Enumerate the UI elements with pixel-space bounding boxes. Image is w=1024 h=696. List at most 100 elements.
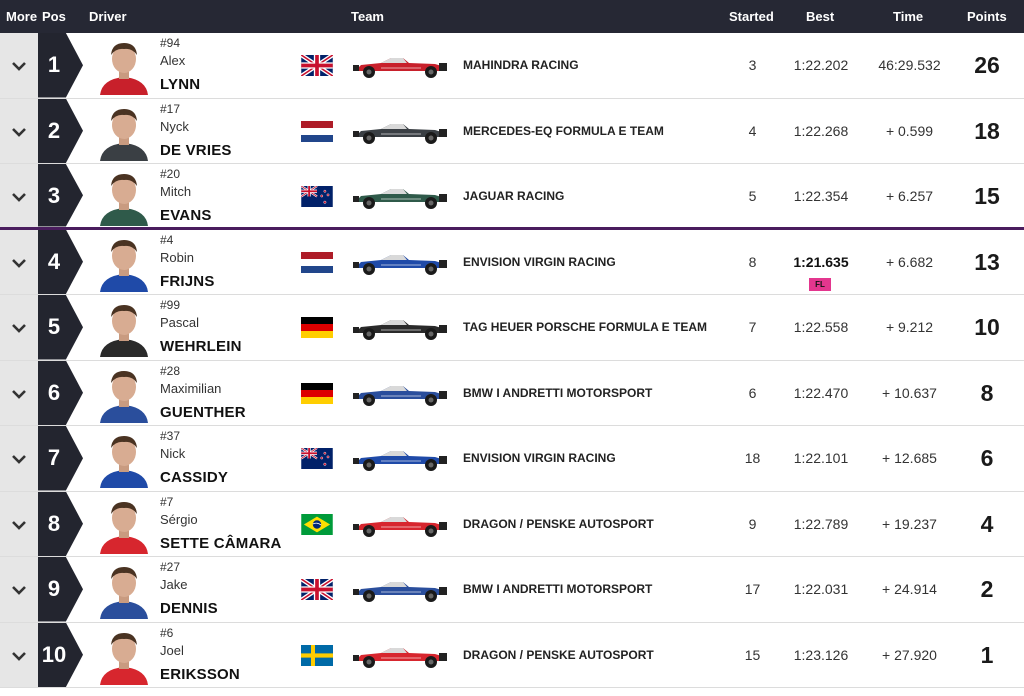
col-points: Points <box>967 9 1007 24</box>
table-row[interactable]: 5 #99 Pascal WEHRLEIN TAG HEUER PORSCHE FORM… <box>0 295 1024 361</box>
position-badge: 8 <box>38 491 83 556</box>
table-row[interactable]: 6 #28 Maximilian GUENTHER BMW I ANDRETTI MOT… <box>0 360 1024 426</box>
table-header: More Pos Driver Team Started Best Time P… <box>0 0 1024 33</box>
position-number: 10 <box>41 641 67 667</box>
points: 10 <box>974 314 1000 340</box>
started-position: 4 <box>748 122 757 139</box>
driver-last-name[interactable]: LYNN <box>160 76 201 93</box>
driver-avatar <box>96 430 152 488</box>
expand-row-button[interactable] <box>0 33 38 98</box>
started-position: 17 <box>744 581 761 597</box>
table-row[interactable]: 10 #6 Joel ERIKSSON DRAGON / PENSKE AUTOSPOR… <box>0 622 1024 688</box>
team-car-image <box>351 446 449 472</box>
points: 1 <box>980 641 994 668</box>
driver-last-name[interactable]: ERIKSSON <box>160 665 240 683</box>
position-number: 4 <box>47 248 61 274</box>
team-name[interactable]: DRAGON / PENSKE AUTOSPORT <box>463 647 654 662</box>
position-number: 5 <box>47 314 61 339</box>
driver-avatar <box>96 496 152 554</box>
driver-last-name[interactable]: SETTE CÂMARA <box>160 534 282 552</box>
points: 15 <box>974 183 1000 209</box>
driver-last-name[interactable]: DENNIS <box>160 600 218 617</box>
driver-last-name[interactable]: DE VRIES <box>160 141 232 159</box>
netherlands-flag <box>301 251 333 273</box>
team-car-image <box>351 53 449 79</box>
race-time: + 27.920 <box>882 646 937 663</box>
uk-flag <box>301 55 333 76</box>
team-name[interactable]: ENVISION VIRGIN RACING <box>463 451 616 465</box>
expand-row-button[interactable] <box>0 557 38 622</box>
driver-last-name[interactable]: CASSIDY <box>160 469 229 486</box>
expand-row-button[interactable] <box>0 360 38 425</box>
started-position: 15 <box>744 646 761 663</box>
started-position: 18 <box>744 450 761 466</box>
chevron-down-icon <box>12 62 26 71</box>
team-name[interactable]: BMW I ANDRETTI MOTORSPORT <box>463 582 653 596</box>
driver-first-name: Nick <box>160 446 186 461</box>
expand-row-button[interactable] <box>0 491 38 556</box>
expand-row-button[interactable] <box>0 98 38 163</box>
expand-row-button[interactable] <box>0 426 38 491</box>
driver-number: #7 <box>160 494 174 509</box>
chevron-down-icon <box>12 193 26 202</box>
driver-avatar <box>96 37 152 95</box>
table-row[interactable]: 9 #27 Jake DENNIS BMW I ANDRETTI MOTORSPORT 1… <box>0 557 1024 623</box>
driver-number: #6 <box>160 625 174 640</box>
fastest-lap-badge: FL <box>809 277 831 291</box>
points: 18 <box>974 117 1000 144</box>
chevron-down-icon <box>12 651 26 661</box>
driver-number: #99 <box>160 298 181 312</box>
position-badge: 9 <box>38 557 83 622</box>
driver-last-name[interactable]: WEHRLEIN <box>160 338 242 355</box>
started-position: 6 <box>748 384 757 401</box>
team-car-image <box>351 512 449 538</box>
table-row[interactable]: 4 #4 Robin FRIJNS ENVISION VIRGIN RACING 8 1:2… <box>0 229 1024 295</box>
table-row[interactable]: 2 #17 Nyck DE VRIES MERCEDES-EQ FORMULA E TE… <box>0 98 1024 164</box>
table-row[interactable]: 7 #37 Nick CASSIDY ENVISION VIRGIN RACING 18 1… <box>0 426 1024 492</box>
team-name[interactable]: BMW I ANDRETTI MOTORSPORT <box>463 385 653 400</box>
expand-row-button[interactable] <box>0 229 38 294</box>
race-time: + 9.212 <box>885 319 934 335</box>
best-lap: 1:21.635 <box>793 253 849 270</box>
expand-row-button[interactable] <box>0 164 38 227</box>
best-lap: 1:22.354 <box>793 188 849 204</box>
driver-last-name[interactable]: EVANS <box>160 207 212 224</box>
driver-first-name: Jake <box>160 577 188 592</box>
position-number: 7 <box>47 445 61 470</box>
driver-last-name[interactable]: FRIJNS <box>160 272 215 290</box>
team-name[interactable]: MAHINDRA RACING <box>463 58 579 72</box>
expand-row-button[interactable] <box>0 295 38 360</box>
driver-number: #20 <box>160 167 181 181</box>
best-lap: 1:22.558 <box>793 319 849 335</box>
table-row[interactable]: 3 #20 Mitch EVANS JAGUAR RACING 5 1:22.354 + 6.… <box>0 164 1024 230</box>
expand-row-button[interactable] <box>0 622 38 687</box>
team-name[interactable]: TAG HEUER PORSCHE FORMULA E TEAM <box>463 320 708 334</box>
driver-avatar <box>96 234 152 292</box>
driver-number: #94 <box>160 36 181 50</box>
chevron-down-icon <box>12 324 26 333</box>
race-time: + 6.257 <box>885 188 934 204</box>
race-time: + 19.237 <box>882 515 937 532</box>
team-car-image <box>351 184 449 210</box>
team-name[interactable]: JAGUAR RACING <box>463 189 565 203</box>
driver-number: #28 <box>160 363 181 378</box>
driver-last-name[interactable]: GUENTHER <box>160 403 246 421</box>
position-badge: 6 <box>38 360 83 425</box>
best-lap: 1:23.126 <box>793 646 849 663</box>
driver-first-name: Sérgio <box>160 511 198 527</box>
new-zealand-flag <box>301 186 333 207</box>
points: 2 <box>980 576 994 602</box>
best-lap: 1:22.202 <box>793 57 849 73</box>
team-name[interactable]: DRAGON / PENSKE AUTOSPORT <box>463 516 654 531</box>
best-lap: 1:22.268 <box>793 122 849 139</box>
driver-first-name: Pascal <box>160 315 200 330</box>
team-name[interactable]: ENVISION VIRGIN RACING <box>463 254 616 269</box>
position-badge: 4 <box>38 229 83 294</box>
points: 4 <box>980 510 994 537</box>
table-row[interactable]: 1 #94 Alex LYNN MAHINDRA RACING 3 1:22.202 46:2… <box>0 33 1024 99</box>
team-name[interactable]: MERCEDES-EQ FORMULA E TEAM <box>463 123 664 138</box>
position-badge: 3 <box>38 164 83 227</box>
driver-avatar <box>96 561 152 619</box>
points: 13 <box>974 248 1000 275</box>
table-row[interactable]: 8 #7 Sérgio SETTE CÂMARA DRAGON / PENSKE AUT… <box>0 491 1024 557</box>
